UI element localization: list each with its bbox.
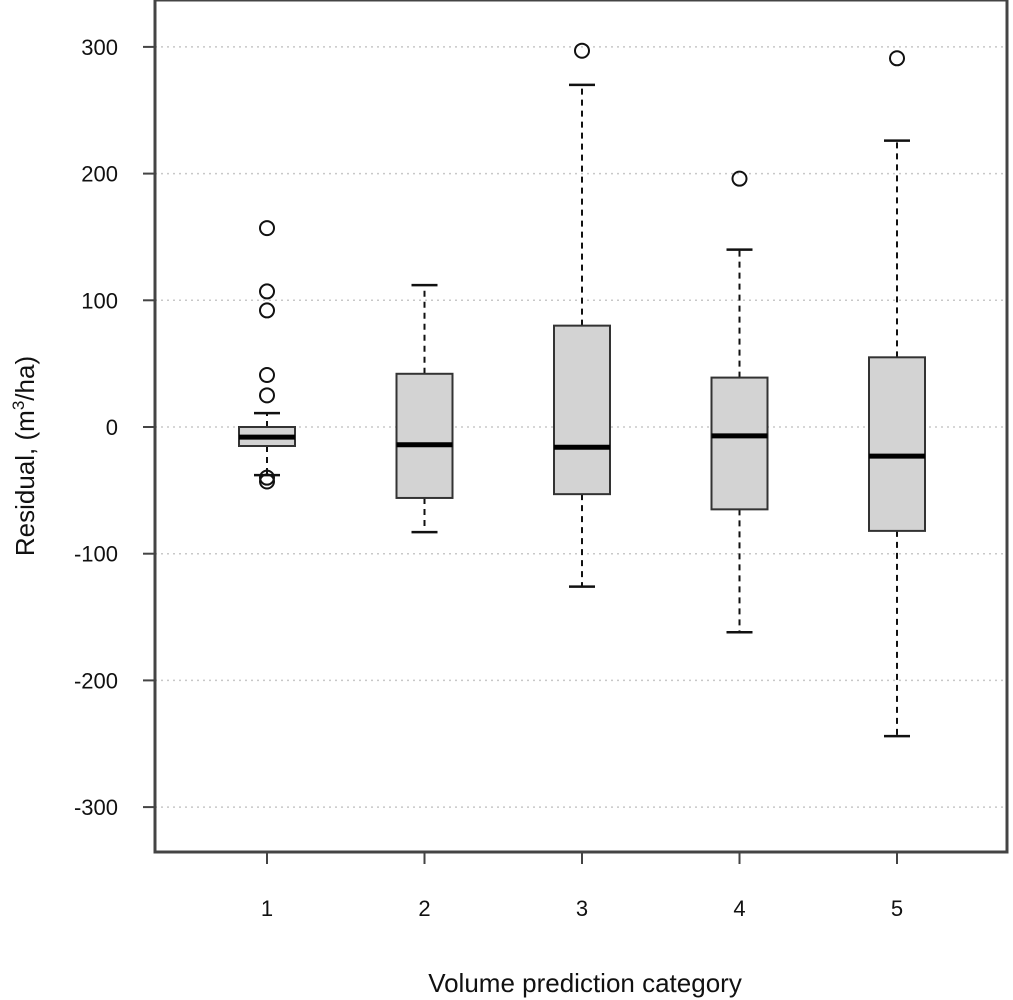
y-axis: 300 200 100 0 -100 -200 -300 [74, 35, 155, 820]
outlier-point [889, 50, 905, 67]
iqr-box [710, 376, 769, 511]
box-category-1 [238, 220, 296, 490]
box-category-4 [710, 170, 769, 634]
y-tick-label: 200 [81, 162, 118, 187]
x-axis: 1 2 3 4 5 [261, 852, 903, 921]
box-category-2 [395, 283, 454, 534]
outlier-point [731, 170, 748, 187]
x-tick-label: 3 [576, 896, 588, 921]
y-axis-title: Residual, (m3/ha) [9, 356, 40, 556]
y-tick-label: 0 [106, 415, 118, 440]
y-axis-title-prefix: Residual, (m [10, 410, 40, 556]
outlier-point [259, 367, 275, 384]
outlier-point [259, 302, 275, 319]
y-axis-title-superscript: 3 [9, 401, 28, 410]
iqr-box [395, 372, 454, 499]
y-tick-label: 300 [81, 35, 118, 60]
box-category-3 [553, 42, 611, 588]
y-axis-title-suffix: /ha) [10, 356, 40, 401]
y-tick-label: 100 [81, 288, 118, 313]
x-tick-label: 5 [891, 896, 903, 921]
y-tick-label: -300 [74, 795, 118, 820]
x-tick-label: 4 [733, 896, 745, 921]
box-series [238, 42, 926, 738]
iqr-box [553, 324, 611, 496]
outlier-point [259, 220, 275, 237]
x-tick-label: 1 [261, 896, 273, 921]
y-tick-label: -200 [74, 668, 118, 693]
iqr-box [868, 356, 926, 532]
x-axis-title: Volume prediction category [428, 968, 742, 998]
outlier-point [259, 387, 275, 404]
y-tick-label: -100 [74, 542, 118, 567]
outlier-point [574, 42, 590, 59]
x-tick-label: 2 [418, 896, 430, 921]
outlier-point [259, 473, 275, 490]
box-category-5 [868, 50, 926, 738]
outlier-point [259, 283, 275, 300]
